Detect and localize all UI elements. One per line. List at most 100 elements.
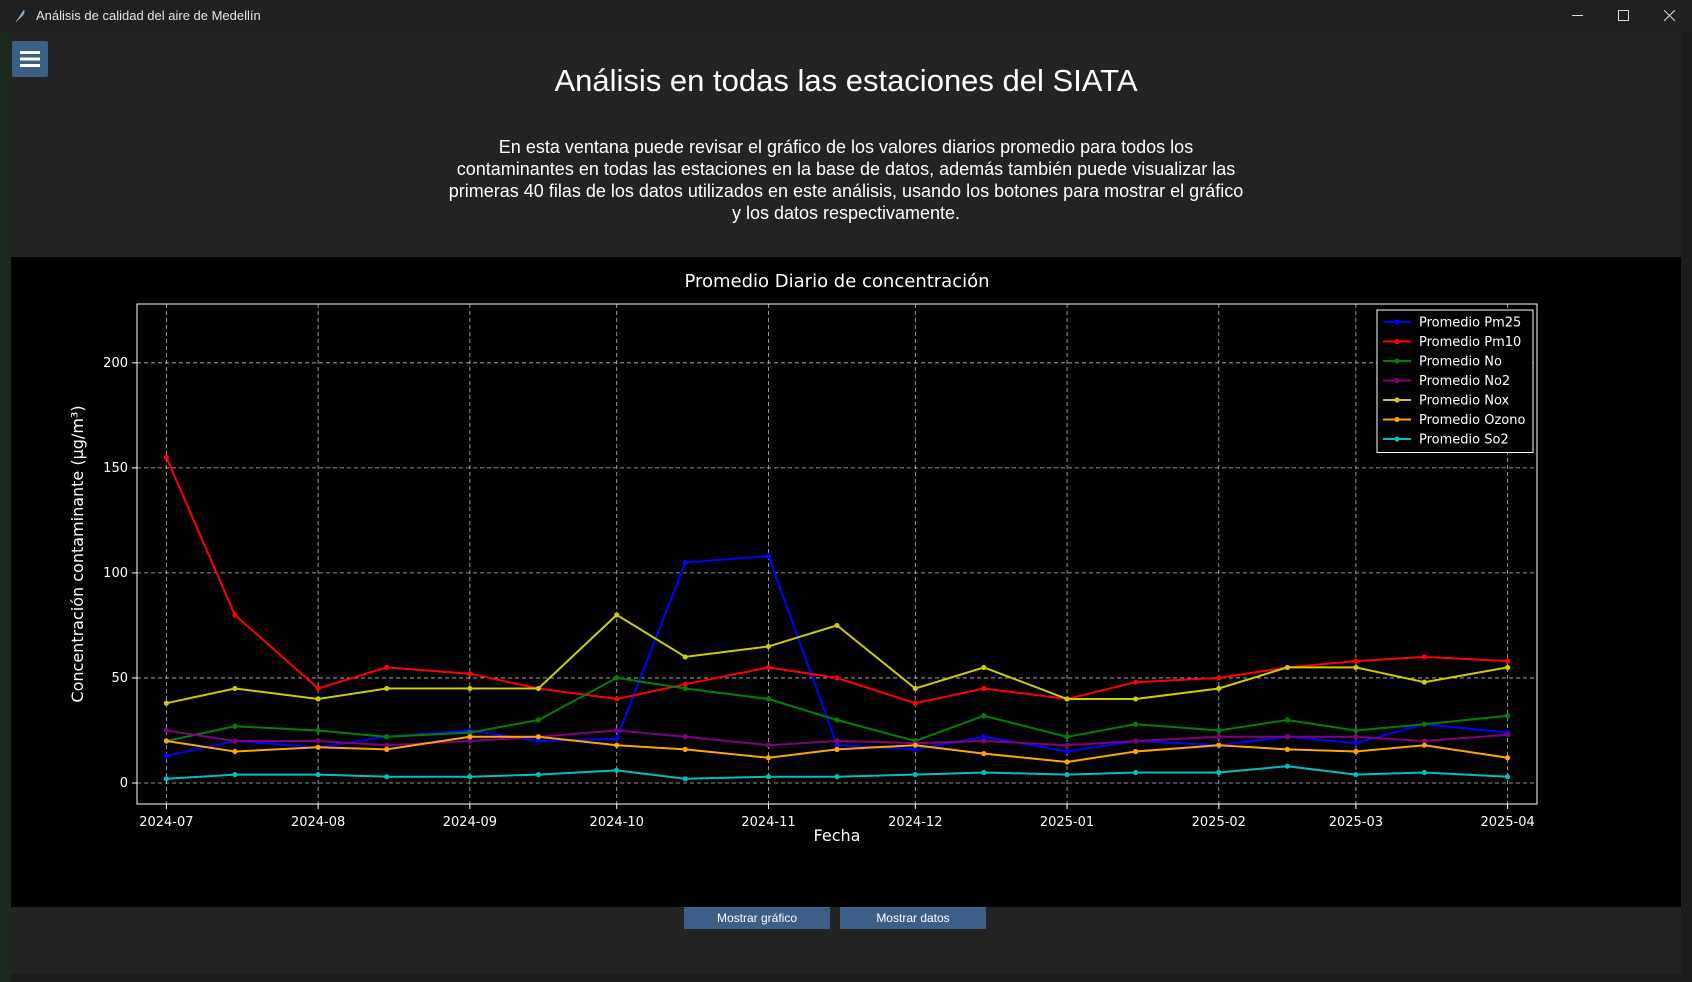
- data-point: [912, 746, 918, 752]
- data-point: [1216, 685, 1222, 692]
- data-point: [232, 738, 238, 744]
- data-point: [467, 685, 473, 692]
- legend-marker: [1394, 436, 1400, 442]
- y-tick-label: 200: [103, 356, 128, 371]
- data-point: [232, 723, 238, 729]
- close-button[interactable]: [1646, 0, 1692, 31]
- data-point: [315, 771, 321, 778]
- data-point: [384, 746, 390, 752]
- data-point: [765, 553, 772, 559]
- data-point: [765, 696, 772, 702]
- data-point: [535, 717, 541, 723]
- data-point: [1064, 748, 1070, 755]
- data-point: [912, 685, 918, 692]
- feather-icon: [15, 8, 25, 22]
- data-point: [1353, 658, 1359, 664]
- data-point: [315, 744, 321, 750]
- data-point: [1064, 759, 1070, 765]
- data-point: [614, 675, 620, 681]
- data-point: [384, 664, 390, 671]
- x-tick-label: 2025-04: [1480, 815, 1534, 830]
- x-tick-label: 2025-01: [1040, 815, 1094, 830]
- data-point: [1216, 769, 1222, 776]
- data-point: [981, 769, 987, 776]
- data-point: [1505, 774, 1511, 780]
- data-point: [682, 681, 688, 687]
- data-point: [467, 738, 473, 744]
- data-point: [1505, 713, 1511, 719]
- data-point: [232, 748, 238, 755]
- data-point: [912, 700, 918, 706]
- legend-label: Promedio No: [1419, 355, 1502, 370]
- minimize-button[interactable]: [1554, 0, 1600, 31]
- x-tick-label: 2024-10: [590, 815, 644, 830]
- data-point: [834, 742, 840, 748]
- maximize-icon: [1617, 10, 1629, 21]
- y-tick-label: 50: [111, 671, 128, 686]
- data-point: [1284, 763, 1290, 769]
- y-tick-label: 150: [103, 461, 128, 476]
- data-point: [765, 664, 772, 671]
- data-point: [981, 750, 987, 757]
- x-tick-label: 2024-07: [139, 815, 193, 830]
- data-point: [163, 727, 169, 734]
- data-point: [1353, 771, 1359, 778]
- data-point: [1353, 727, 1359, 734]
- data-point: [682, 685, 688, 692]
- data-point: [1064, 734, 1070, 740]
- legend-marker: [1394, 338, 1400, 345]
- data-point: [1133, 769, 1139, 776]
- data-point: [535, 685, 541, 692]
- data-point: [981, 664, 987, 671]
- data-point: [682, 776, 688, 782]
- y-tick-label: 100: [103, 566, 128, 581]
- data-point: [834, 622, 840, 629]
- data-point: [1421, 654, 1428, 660]
- data-point: [1421, 721, 1428, 727]
- menu-button[interactable]: [12, 41, 48, 77]
- data-point: [981, 713, 987, 719]
- close-icon: [1663, 10, 1675, 21]
- data-point: [1505, 664, 1511, 671]
- x-tick-label: 2025-03: [1329, 815, 1383, 830]
- data-point: [467, 774, 473, 780]
- series-line-4: [166, 613, 1508, 705]
- show-chart-button[interactable]: Mostrar gráfico: [684, 907, 830, 929]
- data-point: [1216, 727, 1222, 734]
- page-description: En esta ventana puede revisar el gráfico…: [448, 137, 1244, 223]
- data-point: [315, 696, 321, 702]
- plot-frame: [136, 303, 1538, 805]
- data-point: [1505, 658, 1511, 664]
- data-point: [1421, 742, 1428, 748]
- legend-label: Promedio Pm10: [1419, 335, 1521, 350]
- data-point: [1064, 696, 1070, 702]
- data-point: [1284, 717, 1290, 723]
- data-point: [535, 738, 541, 744]
- legend-label: Promedio Pm25: [1419, 316, 1521, 331]
- data-point: [912, 742, 918, 748]
- data-point: [467, 729, 473, 736]
- chart-title: Promedio Diario de concentración: [684, 271, 989, 292]
- data-point: [912, 771, 918, 778]
- maximize-button[interactable]: [1600, 0, 1646, 31]
- show-data-button[interactable]: Mostrar datos: [840, 907, 986, 929]
- data-point: [682, 654, 688, 660]
- legend-marker: [1394, 358, 1400, 364]
- title-bar[interactable]: Análisis de calidad del aire de Medellín: [0, 0, 1692, 31]
- data-point: [682, 559, 688, 566]
- data-point: [384, 734, 390, 740]
- data-point: [315, 685, 321, 692]
- data-point: [163, 454, 169, 460]
- data-point: [1064, 742, 1070, 748]
- data-point: [834, 738, 840, 744]
- x-axis-label: Fecha: [814, 826, 861, 845]
- data-point: [1353, 664, 1359, 671]
- legend-label: Promedio So2: [1419, 433, 1509, 448]
- data-point: [163, 738, 169, 744]
- data-point: [1284, 664, 1290, 671]
- legend-marker: [1394, 377, 1400, 384]
- data-point: [834, 717, 840, 723]
- data-point: [1421, 738, 1428, 744]
- y-tick-label: 0: [120, 776, 128, 791]
- x-tick-label: 2025-02: [1192, 815, 1246, 830]
